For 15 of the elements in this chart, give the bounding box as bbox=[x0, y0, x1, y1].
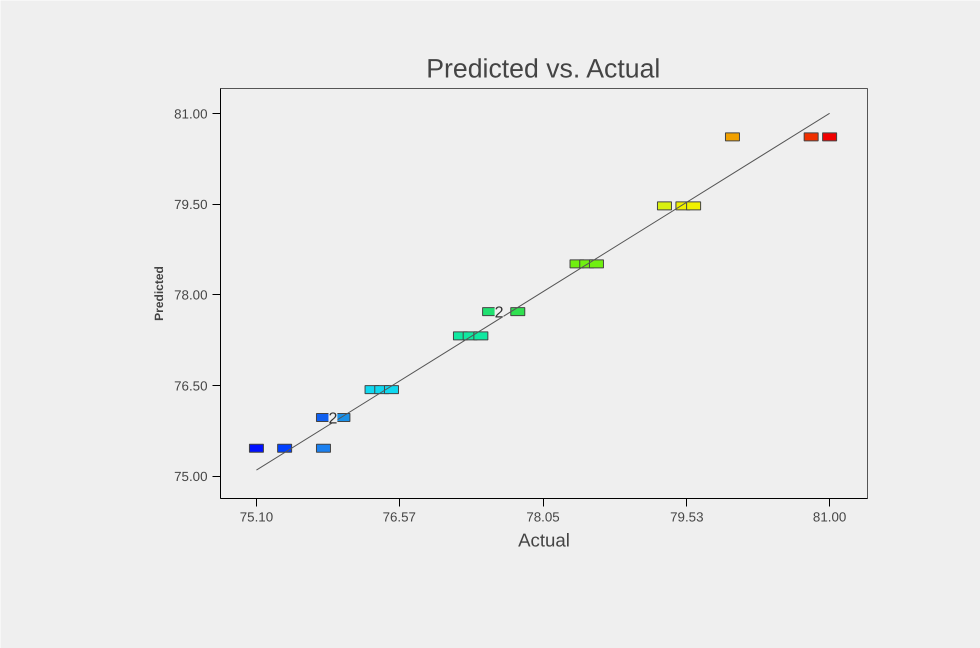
x-axis-title: Actual bbox=[518, 530, 570, 550]
annotation: 2 bbox=[494, 304, 504, 322]
y-tick-label: 81.00 bbox=[174, 106, 208, 122]
annotation: 2 bbox=[328, 410, 338, 428]
x-tick-label: 79.53 bbox=[670, 510, 704, 524]
x-tick-label: 76.57 bbox=[382, 510, 416, 524]
x-tick-label: 81.00 bbox=[812, 510, 846, 524]
x-tick-label: 75.10 bbox=[240, 510, 274, 524]
y-tick-label: 79.50 bbox=[174, 197, 208, 212]
chart-title: Predicted vs. Actual bbox=[426, 54, 660, 84]
y-axis-title: Predicted bbox=[152, 266, 166, 321]
x-tick-label: 78.05 bbox=[526, 510, 560, 524]
y-tick-label: 76.50 bbox=[174, 378, 208, 394]
y-tick-label: 78.00 bbox=[174, 288, 208, 303]
y-tick-label: 75.00 bbox=[174, 469, 208, 484]
